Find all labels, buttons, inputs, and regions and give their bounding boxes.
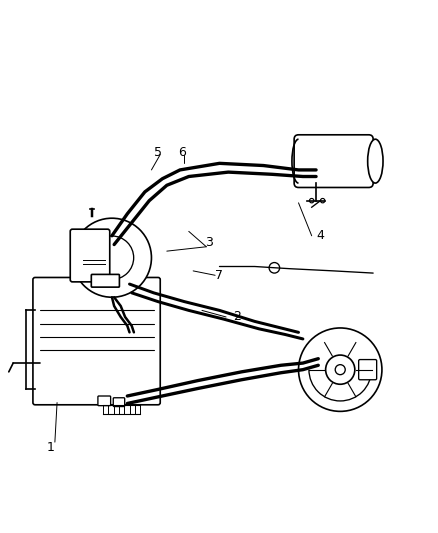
Text: 6: 6 bbox=[178, 146, 186, 159]
Circle shape bbox=[72, 218, 151, 297]
Text: 5: 5 bbox=[154, 146, 162, 159]
Text: 4: 4 bbox=[316, 229, 324, 243]
FancyBboxPatch shape bbox=[293, 135, 372, 188]
Text: 3: 3 bbox=[204, 236, 212, 249]
FancyBboxPatch shape bbox=[91, 274, 119, 287]
Text: 2: 2 bbox=[233, 311, 240, 324]
Text: 1: 1 bbox=[46, 441, 54, 454]
Circle shape bbox=[90, 236, 134, 279]
Circle shape bbox=[335, 365, 344, 375]
Circle shape bbox=[268, 263, 279, 273]
FancyBboxPatch shape bbox=[70, 229, 110, 282]
Circle shape bbox=[309, 198, 313, 203]
Text: 7: 7 bbox=[215, 269, 223, 282]
FancyBboxPatch shape bbox=[113, 398, 124, 407]
Circle shape bbox=[320, 198, 324, 203]
Ellipse shape bbox=[367, 139, 382, 183]
FancyBboxPatch shape bbox=[358, 360, 376, 379]
FancyBboxPatch shape bbox=[98, 396, 110, 406]
Circle shape bbox=[325, 355, 354, 384]
FancyBboxPatch shape bbox=[33, 278, 160, 405]
Circle shape bbox=[298, 328, 381, 411]
